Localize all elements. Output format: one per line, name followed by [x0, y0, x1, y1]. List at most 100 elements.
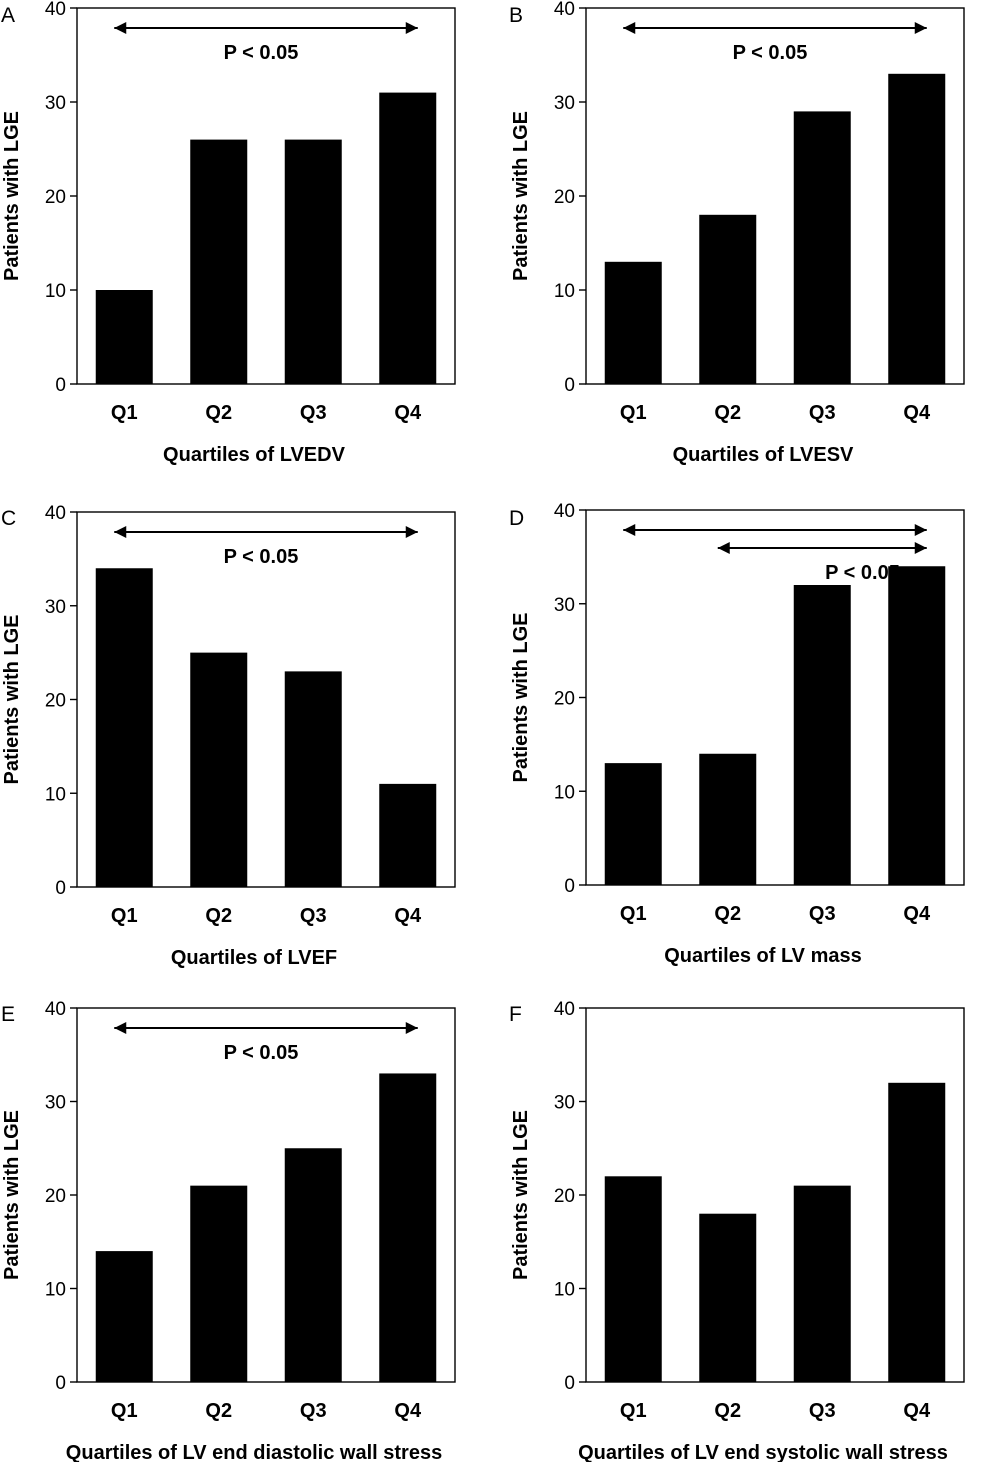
y-tick-label: 30 — [45, 597, 66, 618]
y-tick-label: 40 — [554, 501, 575, 522]
x-tick-label: Q4 — [394, 402, 422, 424]
y-tick-label: 0 — [564, 1373, 575, 1394]
x-tick-label: Q2 — [205, 1400, 232, 1422]
y-axis-title: Patients with LGE — [1, 111, 23, 281]
y-tick-label: 30 — [554, 1093, 575, 1114]
x-axis-title: Quartiles of LVEDV — [163, 444, 346, 466]
y-tick-label: 10 — [45, 784, 66, 805]
x-axis-title: Quartiles of LVEF — [171, 947, 337, 969]
bar-q2 — [699, 1213, 757, 1382]
arrow-head-right — [405, 22, 418, 34]
x-tick-label: Q4 — [394, 1400, 422, 1422]
bar-q3 — [284, 139, 342, 384]
arrow-head-left — [114, 1022, 127, 1034]
significance-arrow: P < 0.05 — [717, 542, 927, 584]
y-tick-label: 20 — [554, 689, 575, 710]
significance-arrow: P < 0.05 — [623, 22, 927, 64]
arrow-head-right — [405, 1022, 418, 1034]
bar-q4 — [888, 566, 946, 885]
significance-label: P < 0.05 — [224, 546, 299, 568]
y-tick-label: 0 — [55, 1373, 66, 1394]
arrow-head-right — [914, 542, 927, 554]
x-tick-label: Q2 — [205, 905, 232, 927]
y-tick-label: 0 — [564, 375, 575, 396]
bar-q1 — [95, 290, 153, 384]
chart-panel-f: F 0 10 20 30 40 Q1 Q2 Q3 Q4 Quartiles of LV end sy… — [509, 999, 965, 1462]
chart-panel-b: B 0 10 20 30 40 Q1 Q2 Q3 Q4 Quartiles of LVESV Pati… — [509, 0, 965, 466]
panel-letter: F — [509, 1003, 522, 1026]
bar-q1 — [95, 568, 153, 887]
x-axis-title: Quartiles of LV mass — [664, 945, 861, 967]
arrow-head-left — [114, 526, 127, 538]
x-axis-title: Quartiles of LVESV — [673, 444, 854, 466]
x-tick-label: Q3 — [300, 402, 327, 424]
arrow-head-right — [405, 526, 418, 538]
bar-q4 — [888, 1082, 946, 1382]
y-tick-label: 20 — [45, 1186, 66, 1207]
significance-arrow — [623, 524, 927, 536]
y-tick-label: 40 — [554, 999, 575, 1020]
x-tick-label: Q4 — [903, 1400, 931, 1422]
y-tick-label: 30 — [554, 93, 575, 114]
y-tick-label: 30 — [554, 595, 575, 616]
bar-q1 — [95, 1251, 153, 1382]
bar-q3 — [793, 585, 851, 885]
bar-q2 — [190, 1185, 248, 1382]
x-tick-label: Q1 — [620, 1400, 647, 1422]
bar-q2 — [699, 214, 757, 384]
x-tick-label: Q4 — [903, 903, 931, 925]
chart-panel-d: D 0 10 20 30 40 Q1 Q2 Q3 Q4 Quartiles of LV mass Pa… — [509, 501, 965, 967]
y-tick-label: 10 — [554, 782, 575, 803]
bar-q4 — [379, 1073, 437, 1382]
bar-q3 — [793, 111, 851, 385]
x-tick-label: Q3 — [809, 402, 836, 424]
y-tick-label: 10 — [45, 1280, 66, 1301]
x-tick-label: Q2 — [714, 402, 741, 424]
y-axis-title: Patients with LGE — [510, 612, 532, 782]
bar-q2 — [190, 652, 248, 887]
x-tick-label: Q1 — [111, 1400, 138, 1422]
y-tick-label: 20 — [45, 187, 66, 208]
panel-letter: B — [509, 4, 523, 27]
significance-arrow: P < 0.05 — [114, 22, 418, 64]
bar-q3 — [284, 671, 342, 887]
bar-q1 — [604, 1176, 662, 1382]
y-tick-label: 40 — [554, 0, 575, 20]
panel-letter: E — [1, 1003, 15, 1026]
chart-panel-a: A 0 10 20 30 40 Q1 Q2 Q3 Q4 Quartiles of LVEDV Pati… — [1, 0, 456, 466]
arrow-head-left — [623, 22, 636, 34]
significance-arrow: P < 0.05 — [114, 526, 418, 568]
x-tick-label: Q1 — [620, 402, 647, 424]
arrow-head-left — [623, 524, 636, 536]
x-tick-label: Q2 — [714, 903, 741, 925]
x-tick-label: Q2 — [714, 1400, 741, 1422]
y-tick-label: 20 — [554, 1186, 575, 1207]
y-tick-label: 30 — [45, 93, 66, 114]
x-axis-title: Quartiles of LV end systolic wall stress — [578, 1442, 948, 1462]
bar-q1 — [604, 261, 662, 384]
y-axis-title: Patients with LGE — [510, 111, 532, 281]
y-tick-label: 20 — [554, 187, 575, 208]
y-tick-label: 10 — [554, 281, 575, 302]
bar-q4 — [379, 92, 437, 384]
y-axis-title: Patients with LGE — [510, 1110, 532, 1280]
x-tick-label: Q1 — [111, 905, 138, 927]
significance-arrow: P < 0.05 — [114, 1022, 418, 1064]
x-tick-label: Q3 — [300, 905, 327, 927]
y-tick-label: 0 — [55, 375, 66, 396]
y-tick-label: 40 — [45, 999, 66, 1020]
bar-q3 — [793, 1185, 851, 1382]
x-tick-label: Q2 — [205, 402, 232, 424]
y-tick-label: 20 — [45, 691, 66, 712]
x-tick-label: Q4 — [903, 402, 931, 424]
significance-label: P < 0.05 — [825, 562, 900, 584]
chart-panel-c: C 0 10 20 30 40 Q1 Q2 Q3 Q4 Quartiles of LVEF Patie… — [1, 503, 456, 969]
x-tick-label: Q1 — [111, 402, 138, 424]
x-tick-label: Q3 — [300, 1400, 327, 1422]
bar-q2 — [699, 753, 757, 885]
significance-label: P < 0.05 — [733, 42, 808, 64]
arrow-head-right — [914, 524, 927, 536]
arrow-head-left — [717, 542, 730, 554]
x-tick-label: Q3 — [809, 903, 836, 925]
significance-label: P < 0.05 — [224, 1042, 299, 1064]
